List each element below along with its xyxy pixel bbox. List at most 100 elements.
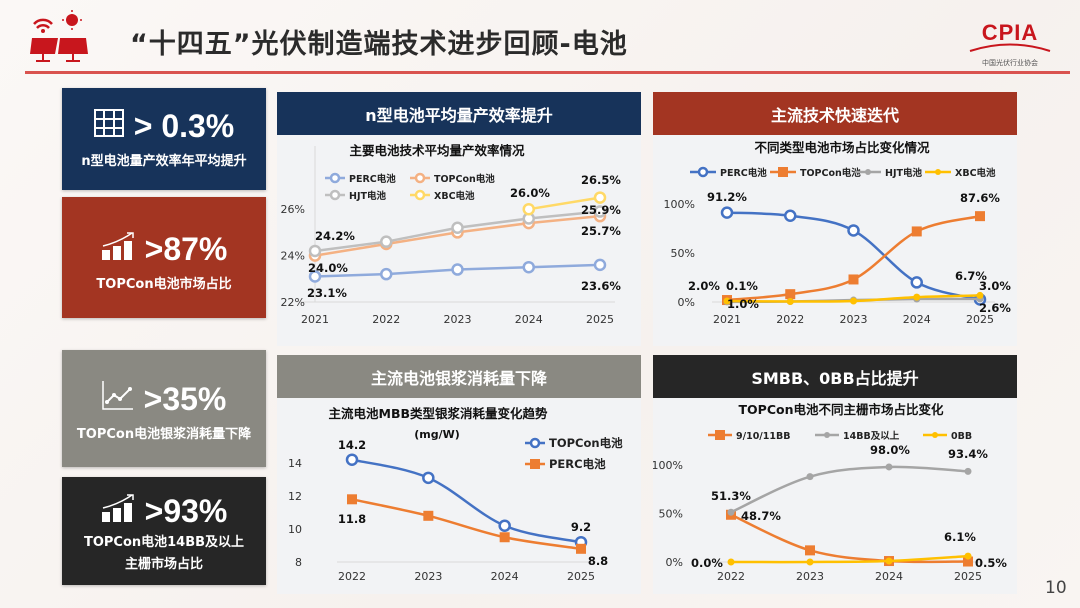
data-label: 51.3% [711, 489, 751, 503]
legend-label: XBC电池 [434, 190, 475, 202]
solar-panel-grid-icon [93, 108, 124, 145]
data-label: 25.9% [581, 203, 621, 217]
circle-marker [593, 205, 607, 218]
data-label: 0.5% [975, 556, 1007, 570]
square-marker [848, 274, 859, 285]
legend-label: 9/10/11BB [736, 431, 790, 442]
x-tick-label: 2024 [491, 570, 519, 583]
x-tick-label: 2025 [567, 570, 595, 583]
y-tick-label: 100% [664, 198, 695, 211]
dot-marker [913, 293, 921, 301]
circle-marker [422, 471, 435, 485]
data-label: 23.1% [307, 286, 347, 300]
x-tick-label: 2023 [796, 570, 824, 583]
dot-marker [806, 473, 814, 481]
square-marker [530, 459, 540, 469]
data-label: 25.7% [581, 224, 621, 238]
kpi-14bb-share: >93% TOPCon电池14BB及以上主栅市场占比 [62, 477, 266, 585]
dot-marker [806, 558, 814, 566]
x-tick-label: 2021 [713, 313, 741, 326]
legend-label: HJT电池 [885, 167, 922, 179]
x-tick-label: 2024 [515, 313, 543, 326]
busbar-line-chart: TOPCon电池不同主栅市场占比变化 0% 50% 100% 2022 2023 2024 2… [652, 402, 1008, 583]
y-tick-label: 10 [288, 523, 302, 536]
x-tick-label: 2022 [776, 313, 804, 326]
chart-title: 不同类型电池市场占比变化情况 [754, 140, 930, 155]
panel-heading: 主流技术快速迭代 [653, 92, 1017, 135]
dot-marker [964, 552, 972, 560]
kpi-label: n型电池量产效率年平均提升 [81, 154, 247, 169]
circle-marker [784, 209, 797, 223]
circle-marker [720, 206, 734, 219]
circle-marker [414, 189, 426, 201]
circle-marker [697, 166, 709, 178]
circle-marker [345, 453, 359, 466]
square-marker [785, 289, 796, 300]
series-line-2 [730, 554, 969, 564]
series-line-1 [730, 465, 969, 514]
panel-heading: 主流电池银浆消耗量下降 [277, 355, 641, 398]
y-tick-label: 12 [288, 490, 302, 503]
legend-label: PERC电池 [349, 173, 396, 185]
dot-marker [727, 558, 735, 566]
data-label: 9.2 [571, 520, 591, 534]
series-line-0 [351, 458, 582, 544]
y-tick-label: 24% [281, 250, 305, 263]
y-tick-label: 26% [281, 203, 305, 216]
x-tick-label: 2023 [414, 570, 442, 583]
legend-label: HJT电池 [349, 190, 386, 202]
panel-heading: n型电池平均量产效率提升 [277, 92, 641, 135]
data-label: 3.0% [979, 279, 1011, 293]
y-tick-label: 8 [295, 556, 302, 569]
square-marker [347, 494, 357, 505]
kpi-label: TOPCon电池银浆消耗量下降 [76, 427, 252, 442]
kpi-value: > 0.3% [133, 108, 235, 144]
efficiency-line-chart: 主要电池技术平均量产效率情况 22% 24% 26% 2021 2022 2023 2024 2… [281, 143, 622, 326]
data-label: 24.2% [315, 229, 355, 243]
circle-marker [414, 172, 426, 184]
dot-marker [935, 169, 941, 175]
kpi-label: TOPCon电池14BB及以上主栅市场占比 [83, 535, 245, 572]
cpia-logo: CPIA 中国光伏行业协会 [962, 12, 1058, 70]
dot-marker [850, 297, 857, 305]
dot-marker [824, 432, 830, 438]
circle-marker [910, 276, 923, 289]
circle-marker [451, 221, 464, 235]
circle-marker [329, 172, 341, 184]
y-tick-label: 22% [281, 296, 305, 309]
circle-marker [498, 519, 511, 532]
data-label: 91.2% [707, 190, 747, 204]
x-tick-label: 2023 [840, 313, 868, 326]
data-label: 26.0% [510, 186, 550, 200]
data-label: 24.0% [308, 261, 348, 275]
kpi-label: TOPCon电池市场占比 [96, 277, 232, 292]
dot-marker [865, 169, 871, 175]
dot-marker [727, 508, 735, 516]
circle-marker [593, 258, 607, 272]
square-marker [805, 545, 815, 556]
circle-marker [380, 235, 393, 248]
series-line-0 [730, 513, 969, 564]
square-marker [423, 510, 434, 521]
data-label: 48.7% [741, 509, 781, 523]
circle-marker [451, 263, 464, 276]
data-label: 8.8 [588, 554, 608, 568]
circle-marker [308, 270, 322, 283]
legend-label: PERC电池 [549, 457, 606, 471]
square-marker [499, 532, 510, 543]
data-label: 93.4% [948, 447, 988, 461]
square-marker [576, 543, 586, 554]
circle-marker [522, 202, 535, 216]
growth-bar-chart-icon [101, 231, 135, 268]
data-label: 0.0% [691, 556, 723, 570]
kpi-value: >93% [144, 493, 228, 529]
y-tick-label: 0% [678, 296, 695, 309]
kpi-topcon-share: >87% TOPCon电池市场占比 [62, 197, 266, 318]
circle-marker [308, 244, 322, 258]
panel-efficiency: n型电池平均量产效率提升 主要电池技术平均量产效率情况 22% 24% 26% 2021… [277, 92, 641, 346]
chart-unit: (mg/W) [414, 428, 460, 441]
square-marker [911, 226, 922, 237]
data-label: 14.2 [338, 438, 366, 452]
legend-label: TOPCon电池 [800, 167, 861, 179]
chart-title: TOPCon电池不同主栅市场占比变化 [739, 402, 944, 417]
